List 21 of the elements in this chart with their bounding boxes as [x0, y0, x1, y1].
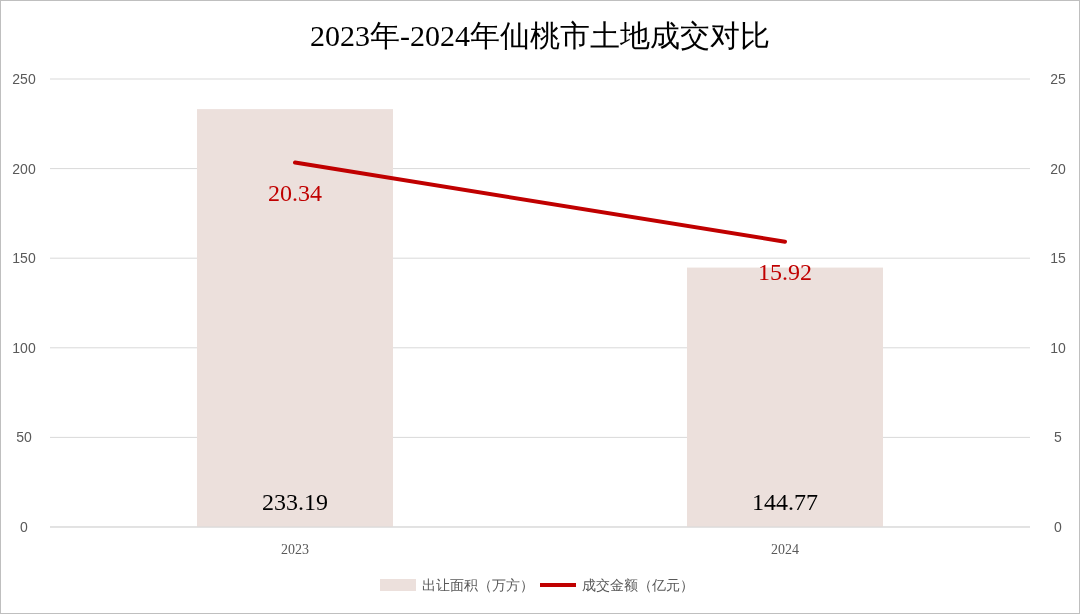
data-label: 20.34	[268, 179, 322, 206]
y-tick-label: 250	[12, 71, 36, 87]
y-tick-label: 200	[12, 160, 36, 177]
y2-tick-label: 15	[1050, 250, 1066, 267]
legend-label: 出让面积（万方）	[422, 577, 534, 593]
legend-label: 成交金额（亿元）	[582, 577, 694, 593]
data-label: 144.77	[752, 489, 818, 515]
data-label: 15.92	[758, 258, 812, 285]
y2-tick-label: 25	[1050, 71, 1066, 87]
y2-tick-label: 20	[1050, 160, 1066, 177]
y-tick-label: 50	[16, 429, 32, 446]
x-tick-label: 2024	[771, 542, 799, 557]
y2-tick-label: 10	[1050, 339, 1066, 356]
y2-tick-label: 5	[1054, 429, 1063, 446]
y-tick-label: 150	[12, 250, 36, 267]
y2-tick-label: 0	[1054, 519, 1063, 535]
chart-title: 2023年-2024年仙桃市土地成交对比	[310, 19, 770, 52]
x-tick-label: 2023	[281, 542, 309, 557]
y-tick-label: 0	[20, 519, 29, 535]
y-tick-label: 100	[12, 339, 36, 356]
data-label: 233.19	[262, 489, 328, 515]
